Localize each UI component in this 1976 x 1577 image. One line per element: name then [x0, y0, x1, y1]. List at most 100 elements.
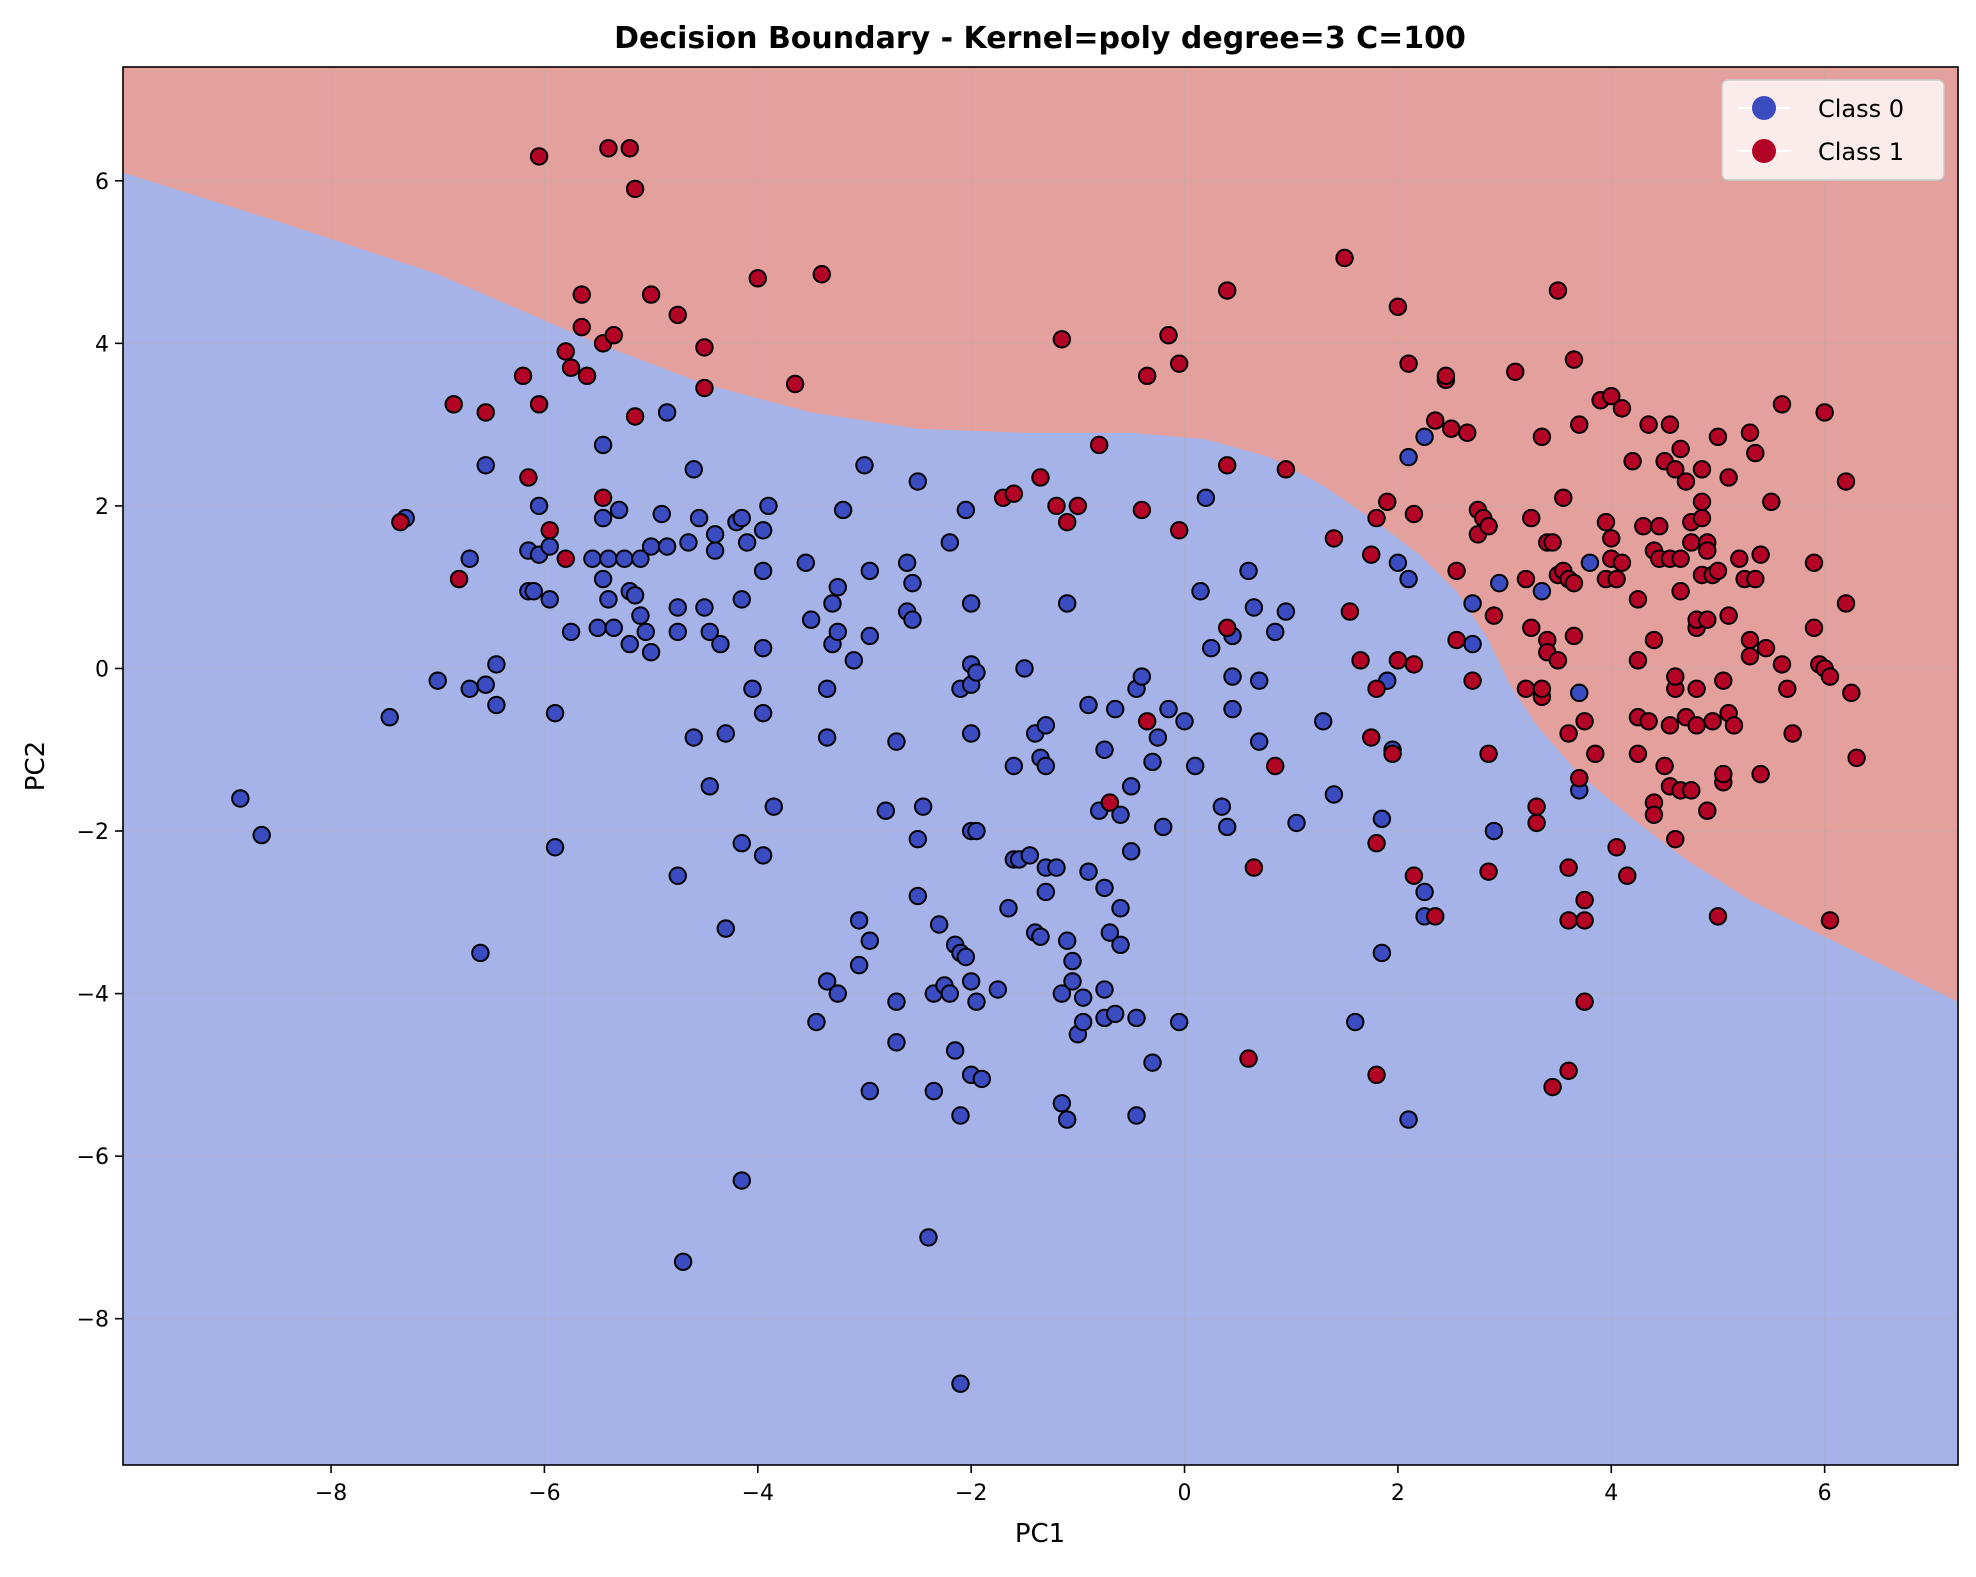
data-point-class-0: [1095, 878, 1114, 898]
data-point-class-1: [1527, 797, 1546, 816]
data-point-class-1: [1404, 655, 1424, 674]
data-point-class-0: [887, 992, 906, 1011]
y-axis-ticks: −8 −6 −4 −2 0 2 4 6: [77, 170, 123, 1333]
data-point-class-1: [1324, 529, 1344, 548]
data-point-class-1: [695, 338, 714, 357]
data-point-class-0: [1169, 1012, 1189, 1032]
data-point-class-0: [1079, 862, 1098, 881]
data-point-class-0: [1127, 1008, 1146, 1028]
data-point-class-0: [529, 496, 549, 516]
data-point-class-0: [1223, 667, 1242, 686]
data-point-class-1: [1772, 655, 1792, 674]
data-point-class-0: [1490, 573, 1509, 593]
data-point-class-1: [1564, 350, 1584, 369]
data-point-class-0: [855, 456, 874, 475]
data-point-class-0: [860, 1081, 880, 1101]
data-point-class-1: [1031, 468, 1050, 487]
data-point-class-1: [1698, 541, 1717, 560]
data-point-class-0: [908, 829, 928, 849]
data-point-class-0: [876, 801, 896, 820]
data-point-class-0: [609, 500, 629, 520]
data-point-class-0: [999, 899, 1018, 918]
data-point-class-0: [1111, 935, 1130, 955]
data-point-class-1: [1559, 1061, 1578, 1080]
data-point-class-1: [1089, 435, 1109, 455]
data-point-class-0: [1020, 846, 1040, 865]
data-point-class-0: [1052, 1094, 1072, 1113]
data-points: [231, 139, 1866, 1393]
data-point-class-0: [817, 679, 837, 698]
data-point-class-1: [1351, 651, 1370, 670]
data-point-class-0: [380, 708, 399, 727]
data-point-class-0: [476, 675, 495, 694]
data-point-class-0: [961, 724, 981, 743]
data-point-class-0: [956, 500, 976, 520]
x-tick-label: 6: [1818, 1481, 1832, 1506]
data-point-class-1: [812, 265, 831, 284]
data-point-class-0: [908, 472, 928, 491]
data-point-class-1: [748, 269, 767, 288]
data-point-class-1: [1570, 415, 1589, 434]
data-point-class-1: [519, 468, 538, 487]
data-point-class-0: [620, 634, 639, 654]
data-point-class-0: [1239, 561, 1258, 581]
data-point-class-0: [1324, 785, 1344, 804]
data-point-class-0: [1399, 1110, 1418, 1129]
legend: Class 0 Class 1: [1721, 79, 1945, 181]
data-point-class-1: [1404, 504, 1424, 524]
data-point-class-0: [1132, 667, 1152, 686]
legend-label-class-0: Class 0: [1818, 95, 1904, 123]
x-tick-label: −2: [955, 1481, 987, 1506]
data-point-class-0: [1063, 951, 1082, 971]
data-point-class-1: [1564, 573, 1584, 593]
data-point-class-1: [1639, 712, 1658, 731]
data-point-class-1: [1426, 411, 1445, 430]
data-point-class-1: [593, 488, 613, 507]
data-point-class-1: [1756, 638, 1776, 658]
data-point-class-1: [1671, 582, 1690, 601]
x-tick-label: 0: [1178, 1481, 1192, 1506]
data-point-class-1: [1612, 553, 1632, 573]
data-point-class-0: [732, 834, 751, 853]
data-point-class-1: [1644, 805, 1664, 824]
data-point-class-1: [1447, 561, 1466, 581]
data-point-class-0: [1580, 553, 1600, 573]
data-point-class-1: [1218, 281, 1237, 300]
data-point-class-1: [1575, 890, 1594, 910]
data-point-class-0: [1105, 699, 1125, 719]
plot-frame: [122, 66, 1959, 1466]
data-point-class-0: [1105, 1004, 1125, 1024]
data-point-class-1: [1575, 992, 1594, 1011]
data-point-class-0: [668, 598, 687, 617]
data-point-class-1: [1724, 716, 1744, 735]
data-point-class-1: [1719, 606, 1738, 625]
data-point-class-0: [1276, 602, 1296, 621]
data-point-class-0: [1314, 712, 1333, 731]
data-point-class-0: [1388, 553, 1408, 573]
data-point-class-1: [1340, 602, 1360, 621]
data-point-class-1: [1436, 366, 1456, 386]
data-point-class-0: [471, 943, 490, 963]
data-point-class-0: [1399, 569, 1418, 589]
data-point-class-0: [807, 1012, 826, 1032]
data-point-class-0: [1100, 923, 1120, 942]
data-point-class-0: [524, 582, 543, 601]
data-point-class-0: [1346, 1012, 1365, 1032]
data-point-class-0: [1399, 447, 1418, 467]
class-0-region: [123, 172, 1958, 1465]
data-point-class-0: [1185, 756, 1205, 776]
data-point-class-0: [700, 777, 719, 796]
data-point-class-0: [860, 931, 880, 950]
data-point-class-1: [1708, 907, 1728, 926]
data-point-class-1: [1367, 508, 1386, 528]
data-point-class-1: [1522, 508, 1541, 528]
data-point-class-0: [1073, 988, 1093, 1007]
data-point-class-0: [593, 569, 613, 589]
data-point-class-1: [1714, 764, 1733, 784]
data-point-class-0: [460, 679, 479, 698]
data-point-class-1: [1714, 671, 1733, 690]
data-point-class-1: [1559, 858, 1578, 877]
x-axis-ticks: −8 −6 −4 −2 0 2 4 6: [315, 1465, 1832, 1506]
data-point-class-1: [1602, 386, 1621, 406]
data-point-class-1: [1607, 838, 1626, 857]
